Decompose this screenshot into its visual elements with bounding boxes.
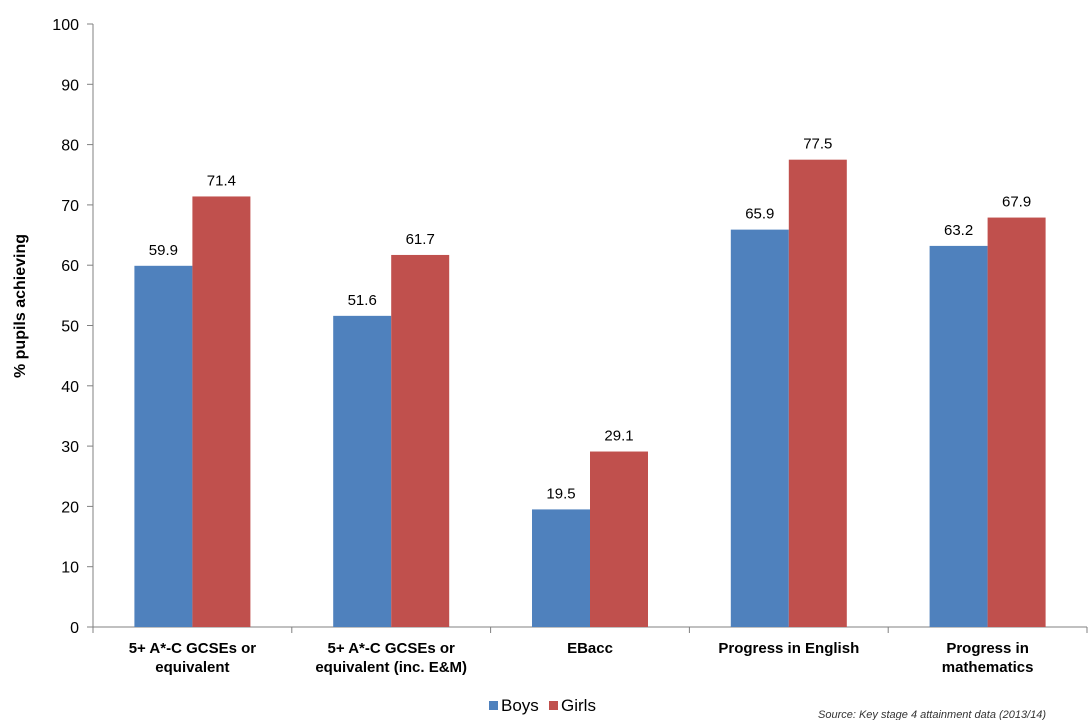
bars bbox=[134, 159, 1046, 628]
data-label: 61.7 bbox=[406, 231, 435, 248]
legend-label: Girls bbox=[561, 696, 596, 715]
legend-label: Boys bbox=[501, 696, 539, 715]
bar-boys bbox=[134, 265, 193, 627]
y-tick-label: 100 bbox=[52, 17, 79, 34]
y-tick-label: 40 bbox=[61, 379, 79, 396]
y-tick-label: 20 bbox=[61, 499, 79, 516]
bar-boys bbox=[333, 315, 392, 627]
data-label: 29.1 bbox=[604, 428, 633, 445]
bar-boys bbox=[532, 509, 590, 627]
data-label: 19.5 bbox=[546, 485, 575, 502]
data-label: 65.9 bbox=[745, 206, 774, 223]
y-axis-label: % pupils achieving bbox=[12, 234, 29, 378]
bar-girls bbox=[590, 451, 648, 627]
y-tick-label: 0 bbox=[70, 620, 79, 637]
y-tick-label: 30 bbox=[61, 439, 79, 456]
legend: Boys Girls bbox=[489, 696, 596, 715]
y-tick-label: 10 bbox=[61, 560, 79, 577]
bar-boys bbox=[730, 229, 789, 628]
data-label: 59.9 bbox=[149, 242, 178, 259]
x-tick-label: EBacc bbox=[567, 640, 613, 657]
x-tick-label: Progress in mathematics bbox=[942, 640, 1034, 676]
y-tick-label: 50 bbox=[61, 319, 79, 336]
bar-girls bbox=[192, 196, 251, 627]
axes: 0 10 20 30 40 50 60 70 80 90 100 bbox=[52, 17, 1088, 637]
y-tick-label: 80 bbox=[61, 138, 79, 155]
x-tick-label: Progress in English bbox=[718, 640, 859, 657]
bar-girls bbox=[788, 159, 847, 628]
data-label: 71.4 bbox=[207, 172, 236, 189]
y-tick-label: 90 bbox=[61, 77, 79, 94]
bar-boys bbox=[929, 245, 988, 628]
y-tick-label: 70 bbox=[61, 198, 79, 215]
x-tick-label: 5+ A*-C GCSEs or equivalent bbox=[129, 640, 257, 676]
data-label: 67.9 bbox=[1002, 194, 1031, 211]
bar-girls bbox=[987, 217, 1046, 628]
labels: 59.9 71.4 5+ A*-C GCSEs or equivalent 51.6 61… bbox=[129, 136, 1034, 676]
data-label: 51.6 bbox=[348, 292, 377, 309]
data-label: 77.5 bbox=[803, 136, 832, 153]
y-tick-label: 60 bbox=[61, 258, 79, 275]
legend-swatch-boys bbox=[489, 701, 498, 710]
data-label: 63.2 bbox=[944, 222, 973, 239]
x-tick-label: 5+ A*-C GCSEs or equivalent (inc. E&M) bbox=[315, 640, 467, 676]
bar-girls bbox=[391, 254, 450, 627]
legend-swatch-girls bbox=[549, 701, 558, 710]
source-note: Source: Key stage 4 attainment data (201… bbox=[818, 709, 1046, 720]
